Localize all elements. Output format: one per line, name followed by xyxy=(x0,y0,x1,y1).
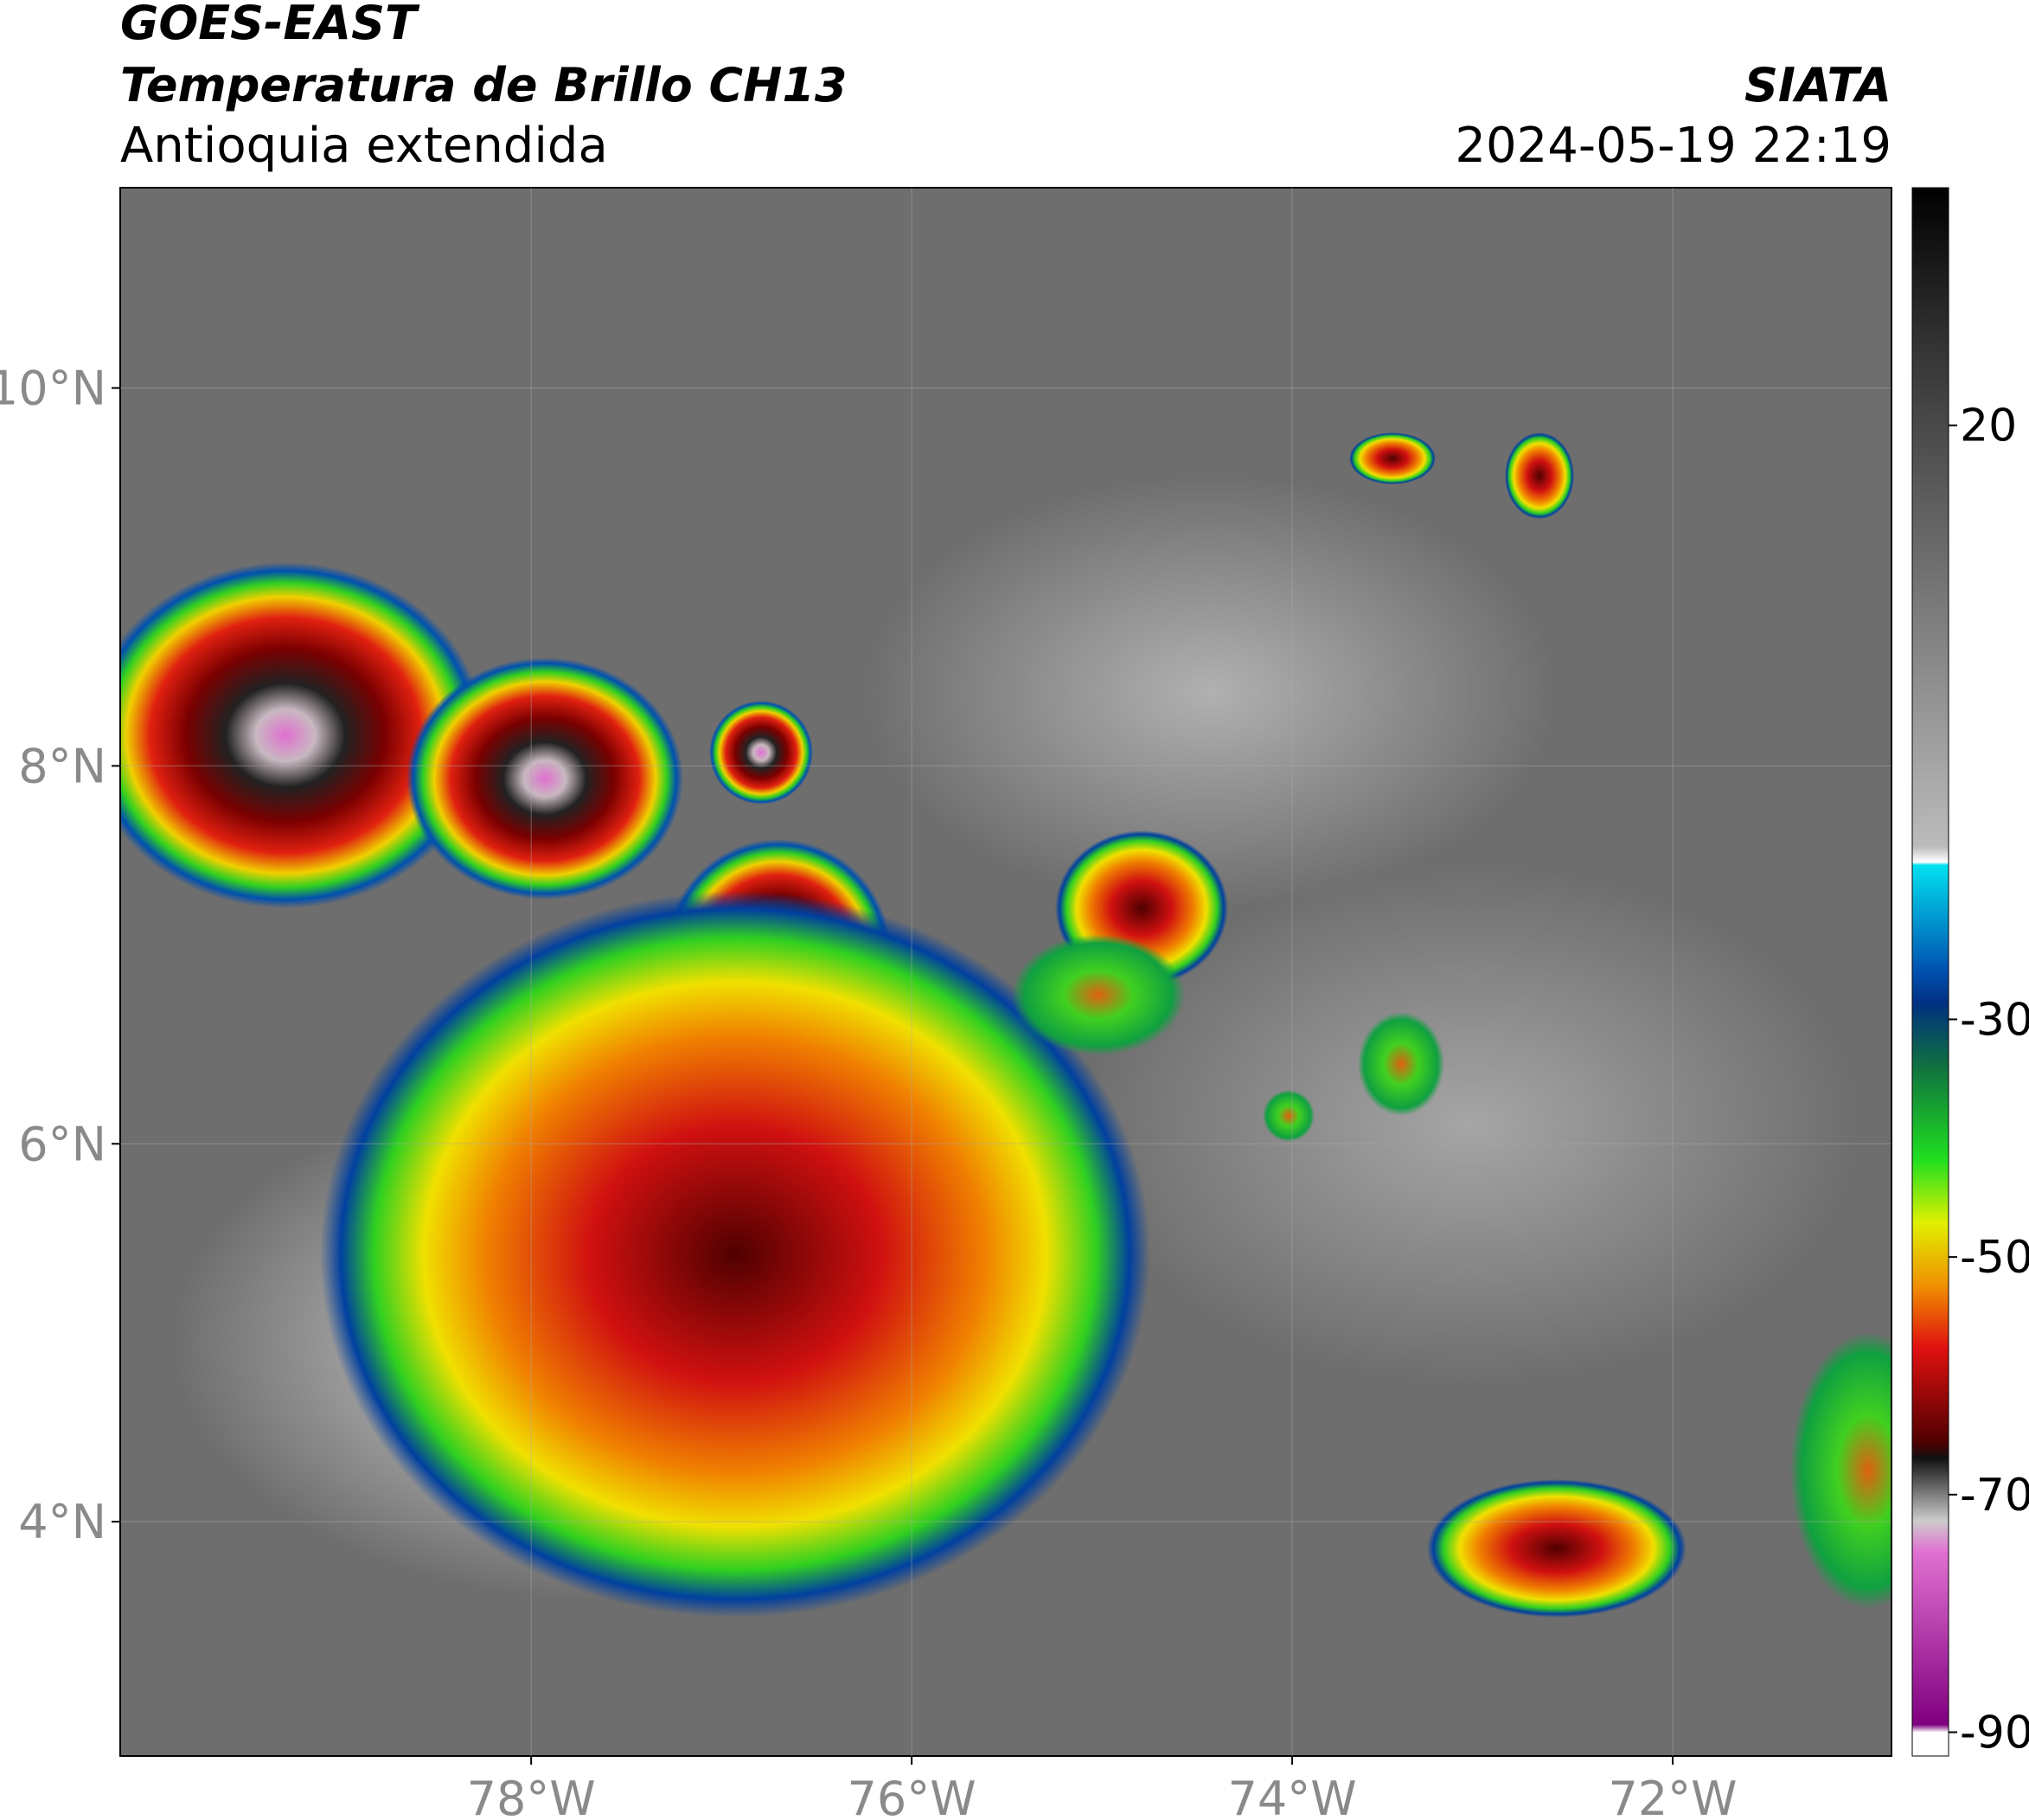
x-tick-label: 76°W xyxy=(848,1772,976,1817)
title: GOES-EAST xyxy=(120,0,420,50)
colorbar-tick-label: -30 xyxy=(1960,994,2029,1046)
satellite-image xyxy=(120,188,1891,1756)
colorbar-tick-label: -90 xyxy=(1960,1708,2029,1759)
colorbar-tick-label: -50 xyxy=(1960,1232,2029,1284)
plot-frame xyxy=(119,187,1892,1757)
subtitle: Temperatura de Brillo CH13 xyxy=(120,58,848,112)
x-tick-label: 78°W xyxy=(467,1772,596,1817)
y-tick-label: 8°N xyxy=(18,739,106,793)
source: SIATA xyxy=(1744,58,1891,112)
x-tick-label: 72°W xyxy=(1608,1772,1737,1817)
y-tick-label: 4°N xyxy=(18,1495,106,1549)
y-tick-label: 6°N xyxy=(18,1117,106,1171)
colorbar xyxy=(1911,187,1949,1757)
y-tick-label: 10°N xyxy=(0,362,106,416)
x-tick-label: 74°W xyxy=(1228,1772,1357,1817)
region: Antioquia extendida xyxy=(120,118,608,174)
colorbar-tick-label: 20 xyxy=(1960,401,2017,452)
datetime: 2024-05-19 22:19 xyxy=(1455,118,1891,174)
colorbar-tick-label: -70 xyxy=(1960,1470,2029,1522)
